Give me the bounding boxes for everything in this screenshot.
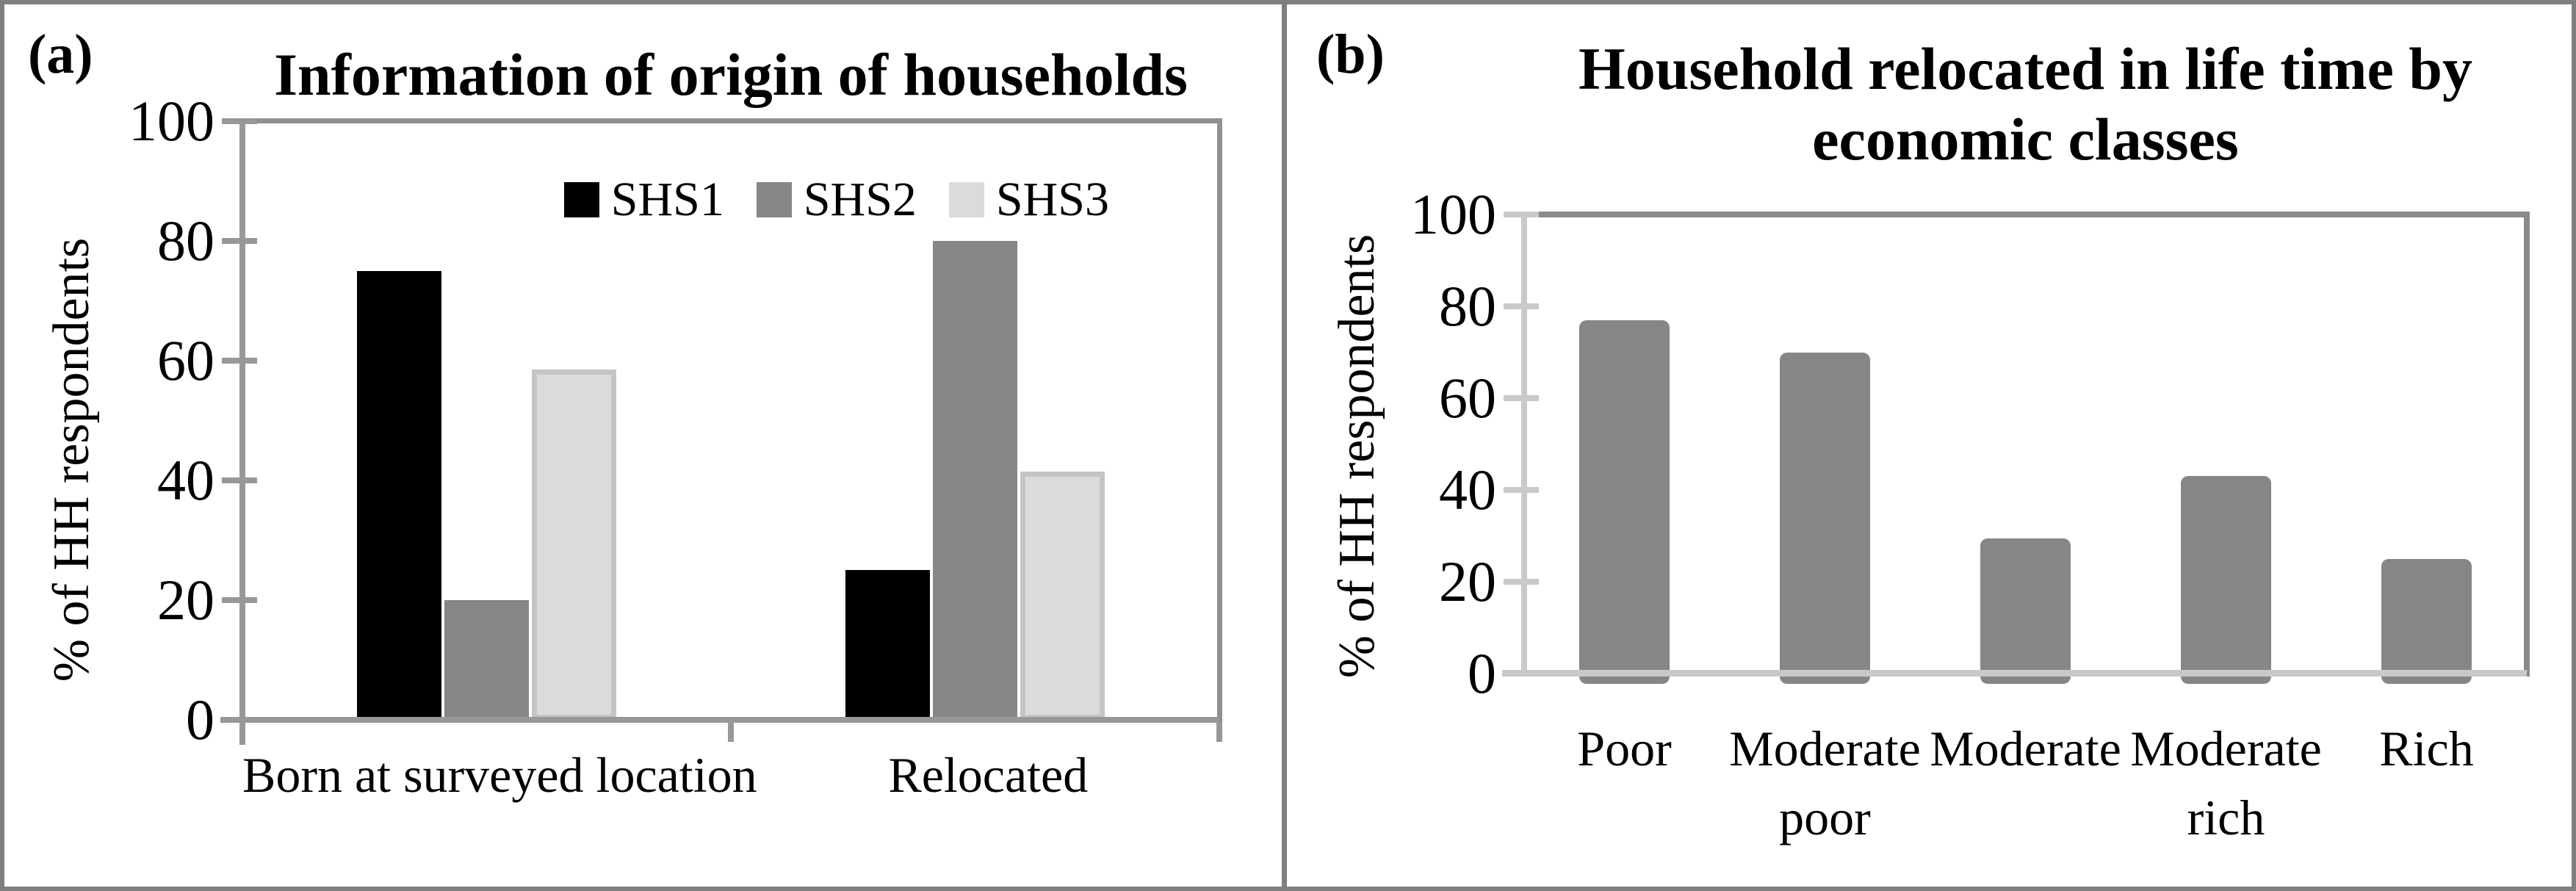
y-tick-mark xyxy=(1504,671,1539,677)
bar-shs1 xyxy=(845,570,930,720)
y-tick-mark xyxy=(1504,579,1539,585)
y-tick-mark xyxy=(222,238,257,244)
panel-divider xyxy=(1282,4,1287,887)
y-tick-label: 100 xyxy=(129,89,214,153)
legend-swatch-shs3 xyxy=(948,182,984,217)
x-axis-boundary-tick xyxy=(728,720,734,742)
y-tick-label: 20 xyxy=(1439,549,1496,613)
category-label: Moderate poor xyxy=(1729,721,1921,845)
plot-frame-top xyxy=(242,118,1222,123)
category-cell xyxy=(1725,214,1925,684)
y-tick-label: 0 xyxy=(186,688,214,751)
y-tick-mark xyxy=(1504,487,1539,493)
x-axis-boundary-tick xyxy=(1216,720,1222,742)
y-tick-label: 60 xyxy=(1439,366,1496,430)
y-tick-mark xyxy=(1504,303,1539,309)
panel-a-category-labels: Born at surveyed location Relocated xyxy=(242,740,1219,809)
panel-b-letter: (b) xyxy=(1316,24,1385,85)
category-label: Rich xyxy=(2379,721,2474,776)
category-cell xyxy=(2326,214,2527,684)
panel-b: (b) Household relocated in life time by … xyxy=(1287,4,2572,887)
bar-shs2 xyxy=(444,600,529,720)
y-tick-mark xyxy=(222,717,257,723)
panel-a-chart-title: Information of origin of households xyxy=(274,41,1188,108)
y-tick-mark xyxy=(222,358,257,364)
y-tick-mark xyxy=(1504,212,1539,217)
category-cell xyxy=(1925,214,2126,684)
panel-a-plot-area: 0 20 40 60 80 100 SHS1 SHS2 SHS3 xyxy=(129,93,1222,748)
y-tick-mark xyxy=(222,597,257,603)
legend-item: SHS1 xyxy=(563,173,724,226)
bar-shs3 xyxy=(1020,471,1105,720)
bar--of-hh-respondents xyxy=(2381,558,2472,684)
legend: SHS1 SHS2 SHS3 xyxy=(563,173,1109,226)
bars-row xyxy=(242,121,1219,720)
category-cell xyxy=(1524,214,1725,684)
category-label: Moderate xyxy=(1930,721,2121,776)
panel-b-plot-area: 0 20 40 60 80 100 xyxy=(1410,186,2530,702)
y-tick-mark xyxy=(222,477,257,483)
panel-a-letter: (a) xyxy=(28,24,93,85)
y-axis-line xyxy=(239,118,245,745)
bar-shs2 xyxy=(933,241,1017,720)
legend-item: SHS3 xyxy=(948,173,1109,226)
bar--of-hh-respondents xyxy=(1579,320,1670,684)
bar--of-hh-respondents xyxy=(1980,538,2071,684)
bar-shs3 xyxy=(532,369,616,720)
panel-b-category-labels: Poor Moderate poor Moderate Moderate rich Ri… xyxy=(1524,714,2527,852)
x-axis-line xyxy=(1502,670,2527,677)
category-label: Born at surveyed location xyxy=(242,747,757,803)
y-tick-mark xyxy=(222,118,257,124)
panel-a: (a) Information of origin of households … xyxy=(4,4,1282,887)
legend-label: SHS1 xyxy=(610,173,724,226)
y-tick-label: 20 xyxy=(157,568,214,632)
bar--of-hh-respondents xyxy=(2181,476,2271,684)
legend-label: SHS3 xyxy=(995,173,1109,226)
panel-b-title-line2: economic classes xyxy=(1812,106,2239,173)
y-tick-label: 80 xyxy=(157,209,214,273)
legend-swatch-shs1 xyxy=(563,182,599,217)
plot-frame-right xyxy=(1217,121,1222,723)
bar-shs1 xyxy=(357,270,441,720)
y-tick-label: 80 xyxy=(1439,274,1496,338)
legend-swatch-shs2 xyxy=(756,182,792,217)
category-cell xyxy=(731,121,1219,720)
panel-b-chart-title: Household relocated in life time by econ… xyxy=(1524,34,2527,175)
x-axis-line xyxy=(220,717,1219,723)
category-cell xyxy=(242,121,731,720)
y-tick-label: 60 xyxy=(157,328,214,392)
category-cell xyxy=(2126,214,2326,684)
bars-row xyxy=(1524,214,2527,684)
y-tick-label: 40 xyxy=(157,448,214,512)
bar--of-hh-respondents xyxy=(1780,352,1870,684)
plot-frame-top xyxy=(1524,212,2530,217)
y-tick-mark xyxy=(1504,395,1539,401)
y-tick-label: 100 xyxy=(1410,182,1496,246)
y-axis-line xyxy=(1521,212,1527,674)
category-label: Poor xyxy=(1577,721,1672,776)
legend-item: SHS2 xyxy=(756,173,917,226)
category-label: Relocated xyxy=(888,747,1089,803)
panel-b-title-line1: Household relocated in life time by xyxy=(1578,35,2473,102)
plot-frame-right xyxy=(2524,214,2530,677)
y-tick-label: 40 xyxy=(1439,458,1496,522)
category-label: Moderate rich xyxy=(2130,721,2322,845)
legend-label: SHS2 xyxy=(803,173,917,226)
y-tick-label: 0 xyxy=(1468,641,1496,705)
